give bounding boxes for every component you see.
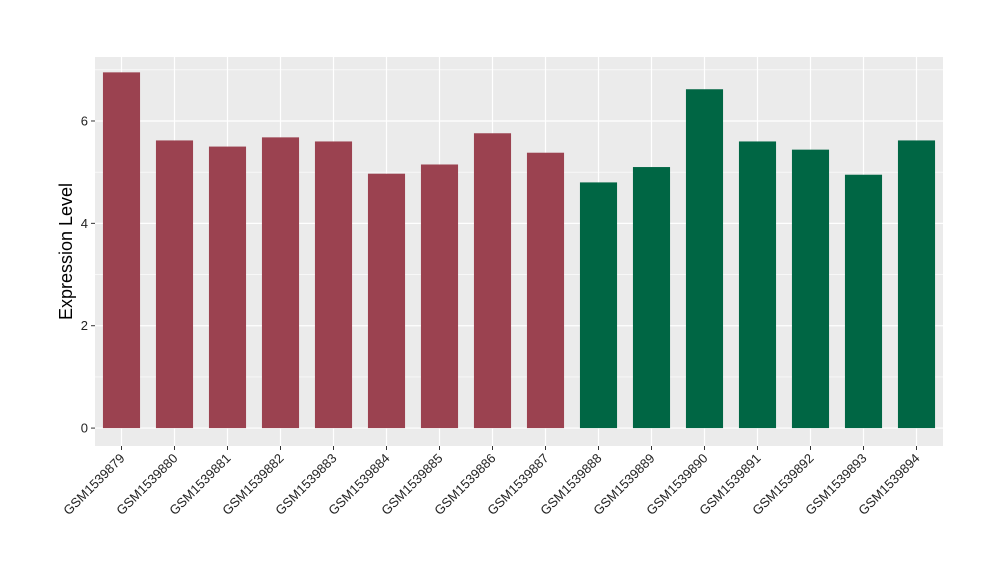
bar — [473, 133, 512, 429]
y-axis-title: Expression Level — [56, 183, 76, 320]
bars — [102, 72, 936, 429]
bar — [367, 173, 406, 429]
bar — [261, 137, 300, 429]
y-tick-label: 4 — [81, 216, 88, 231]
y-tick-label: 0 — [81, 421, 88, 436]
bar — [102, 72, 141, 429]
bar — [420, 164, 459, 429]
y-tick-label: 6 — [81, 113, 88, 128]
bar — [208, 146, 247, 429]
bar — [579, 182, 618, 429]
y-tick-label: 2 — [81, 318, 88, 333]
y-axis: 0 2 4 6 — [81, 113, 95, 436]
bar — [155, 140, 194, 429]
bar — [314, 141, 353, 429]
bar — [844, 174, 883, 429]
bar — [791, 149, 830, 429]
bar — [685, 89, 724, 429]
bar — [526, 152, 565, 429]
bar — [738, 141, 777, 429]
bar — [632, 167, 671, 429]
bar — [897, 140, 936, 429]
x-axis: GSM1539879GSM1539880GSM1539881GSM1539882… — [60, 446, 923, 518]
